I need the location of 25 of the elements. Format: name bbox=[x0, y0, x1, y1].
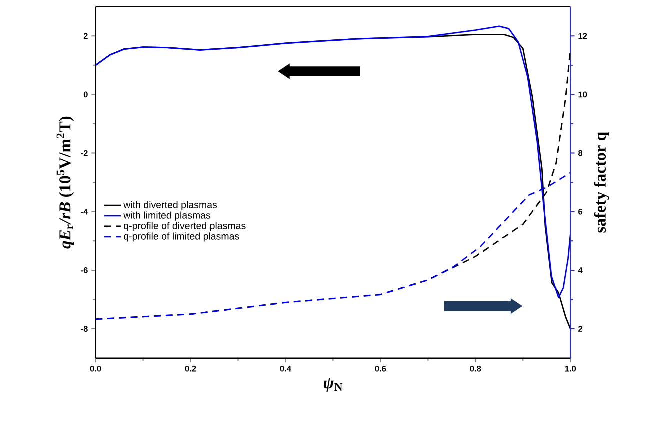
legend-label: with limited plasmas bbox=[124, 212, 211, 221]
y2-tick-label: 4 bbox=[578, 268, 583, 274]
y2-tick-label: 2 bbox=[578, 326, 583, 332]
y-axis-title: qE$_{r}$/rB (10$^{5}$V/m$^{2}$T) bbox=[56, 116, 74, 249]
y-tick-label: -2 bbox=[81, 150, 88, 156]
y2-tick-label: 12 bbox=[578, 33, 588, 40]
y-tick-label: -6 bbox=[81, 268, 88, 274]
y-tick-label: 0 bbox=[84, 92, 88, 98]
x-tick-label: 0.8 bbox=[470, 366, 482, 372]
y-tick-label: -4 bbox=[81, 209, 88, 215]
y2-tick-label: 6 bbox=[578, 208, 583, 215]
x-tick-label: 0.0 bbox=[90, 366, 102, 372]
y-tick-label: -8 bbox=[81, 326, 88, 332]
legend-label: with diverted plasmas bbox=[124, 201, 218, 210]
x-tick-label: 0.4 bbox=[280, 366, 292, 372]
legend-label: q-profile of diverted plasmas bbox=[124, 222, 246, 232]
y-tick-label: 2 bbox=[84, 33, 88, 40]
y2-axis-title: safety factor q bbox=[594, 132, 610, 233]
y2-tick-label: 8 bbox=[578, 150, 583, 156]
x-tick-label: 0.2 bbox=[185, 366, 196, 372]
legend-label: q-profile of limited plasmas bbox=[124, 232, 240, 242]
y2-tick-label: 10 bbox=[578, 92, 588, 98]
x-tick-label: 0.6 bbox=[375, 366, 386, 372]
x-axis-title: ψ$_{N}$ bbox=[324, 378, 343, 392]
x-tick-label: 1.0 bbox=[565, 366, 576, 372]
